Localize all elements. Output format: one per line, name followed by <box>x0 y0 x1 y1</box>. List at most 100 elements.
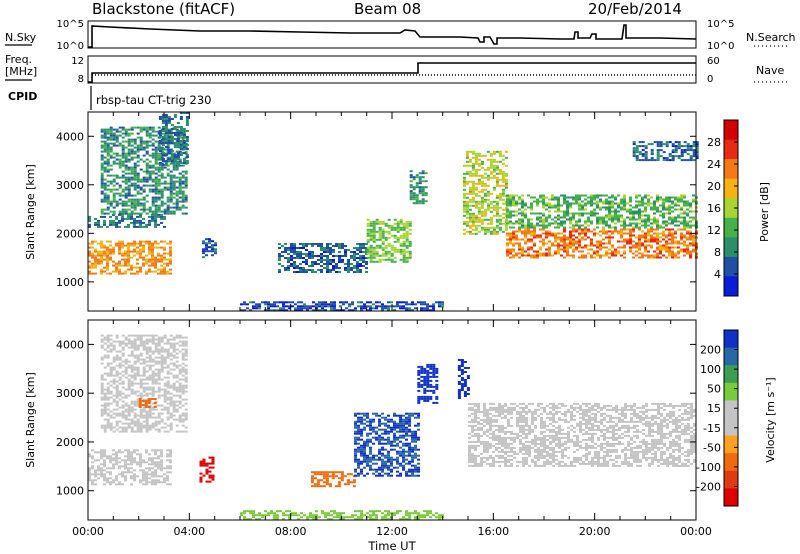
heatmap-cell <box>323 251 326 253</box>
heatmap-cell <box>163 384 167 387</box>
heatmap-cell <box>160 258 163 261</box>
heatmap-cell <box>477 206 481 209</box>
heatmap-cell <box>638 248 641 251</box>
heatmap-cell <box>138 404 142 406</box>
heatmap-cell <box>103 170 107 173</box>
heatmap-cell <box>620 198 623 201</box>
heatmap-cell <box>118 414 122 417</box>
heatmap-cell <box>181 212 185 215</box>
heatmap-cell <box>136 424 140 427</box>
heatmap-cell <box>163 358 167 361</box>
heatmap-cell <box>287 267 290 269</box>
heatmap-cell <box>353 247 356 249</box>
heatmap-cell <box>106 457 109 460</box>
heatmap-cell <box>145 449 148 452</box>
heatmap-cell <box>145 134 149 137</box>
heatmap-cell <box>366 256 370 259</box>
heatmap-cell <box>127 188 131 191</box>
heatmap-cell <box>653 228 656 231</box>
heatmap-cell <box>164 140 168 142</box>
heatmap-cell <box>106 398 110 401</box>
heatmap-cell <box>103 453 106 456</box>
heatmap-cell <box>142 204 146 207</box>
heatmap-cell <box>662 200 665 203</box>
heatmap-cell <box>515 200 518 203</box>
heatmap-cell <box>284 269 287 271</box>
heatmap-cell <box>677 252 680 255</box>
heatmap-cell <box>689 234 692 237</box>
heatmap-cell <box>166 210 170 213</box>
heatmap-cell <box>97 250 100 253</box>
heatmap-cell <box>124 194 128 197</box>
heatmap-cell <box>151 412 155 415</box>
heatmap-cell <box>142 202 146 205</box>
heatmap-cell <box>593 210 596 213</box>
heatmap-cell <box>539 254 542 257</box>
heatmap-cell <box>127 150 131 153</box>
heatmap-cell <box>590 222 593 225</box>
heatmap-cell <box>164 142 168 144</box>
heatmap-cell <box>94 262 97 265</box>
heatmap-cell <box>341 255 344 257</box>
heatmap-cell <box>411 301 414 304</box>
heatmap-cell <box>103 223 106 226</box>
heatmap-cell <box>136 463 139 466</box>
heatmap-cell <box>178 196 182 199</box>
heatmap-cell <box>590 248 593 251</box>
heatmap-cell <box>533 228 536 231</box>
heatmap-cell <box>118 426 122 429</box>
heatmap-cell <box>136 348 140 351</box>
heatmap-cell <box>671 206 674 209</box>
heatmap-cell <box>486 228 490 231</box>
heatmap-cell <box>133 146 137 149</box>
heatmap-cell <box>184 350 188 353</box>
heatmap-cell <box>650 157 654 160</box>
heatmap-cell <box>127 225 130 228</box>
heatmap-cell <box>184 412 188 415</box>
heatmap-cell <box>375 250 379 253</box>
heatmap-cell <box>653 250 656 253</box>
heatmap-cell <box>185 154 189 156</box>
heatmap-cell <box>480 222 484 225</box>
heatmap-cell <box>608 216 611 219</box>
heatmap-cell <box>548 206 551 209</box>
heatmap-cell <box>112 346 116 349</box>
heatmap-cell <box>316 471 320 474</box>
heatmap-cell <box>145 414 149 417</box>
heatmap-cell <box>154 404 158 407</box>
heatmap-cell <box>163 366 167 369</box>
heatmap-cell <box>94 221 97 224</box>
heatmap-cell <box>163 467 166 470</box>
heatmap-cell <box>644 153 648 156</box>
heatmap-cell <box>106 392 110 395</box>
heatmap-cell <box>127 457 130 460</box>
heatmap-cell <box>100 190 104 193</box>
heatmap-cell <box>551 204 554 207</box>
heatmap-cell <box>489 172 493 175</box>
heatmap-cell <box>121 144 125 147</box>
heatmap-cell <box>178 208 182 211</box>
heatmap-cell <box>127 176 131 179</box>
heatmap-cell <box>145 126 149 129</box>
heatmap-cell <box>316 485 320 488</box>
heatmap-cell <box>575 224 578 227</box>
heatmap-cell <box>158 148 162 150</box>
heatmap-cell <box>151 386 155 389</box>
heatmap-cell <box>127 268 130 271</box>
heatmap-cell <box>297 301 300 304</box>
heatmap-cell <box>617 194 620 197</box>
heatmap-cell <box>88 479 91 482</box>
heatmap-cell <box>530 234 533 237</box>
heatmap-cell <box>495 210 499 213</box>
heatmap-cell <box>169 424 173 427</box>
heatmap-cell <box>133 202 137 205</box>
heatmap-cell <box>161 126 165 128</box>
heatmap-cell <box>151 471 154 474</box>
heatmap-cell <box>154 182 158 185</box>
heatmap-cell <box>106 479 109 482</box>
heatmap-cell <box>124 344 128 347</box>
heatmap-cell <box>492 158 496 161</box>
heatmap-cell <box>480 204 484 207</box>
heatmap-cell <box>587 218 590 221</box>
heatmap-cell <box>145 392 149 395</box>
